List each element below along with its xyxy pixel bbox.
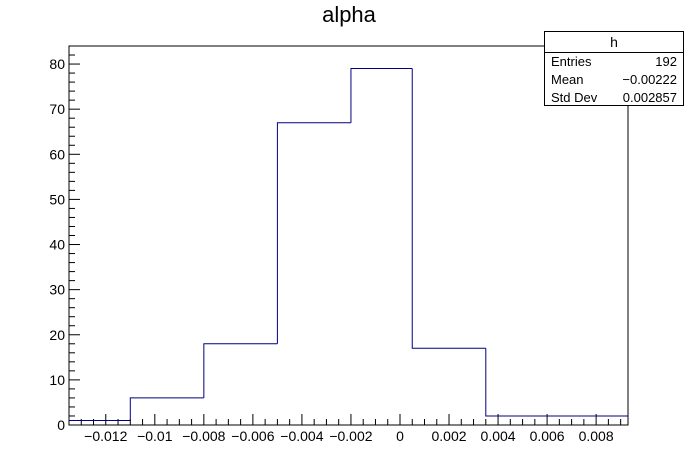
- stats-title: h: [545, 32, 683, 53]
- chart-title: alpha: [322, 2, 377, 27]
- stats-label: Std Dev: [551, 90, 598, 105]
- y-tick-label: 50: [49, 191, 65, 207]
- stats-row-entries: Entries 192: [545, 53, 683, 71]
- stats-value: 0.002857: [622, 90, 677, 105]
- x-tick-label: −0.004: [280, 428, 323, 444]
- x-tick-label: −0.01: [137, 428, 173, 444]
- histogram-bin: [203, 343, 278, 398]
- y-tick-label: 60: [49, 146, 65, 162]
- x-tick-label: 0.004: [481, 428, 516, 444]
- y-tick-label: 80: [49, 56, 65, 72]
- y-tick-label: 0: [57, 417, 65, 433]
- stats-label: Mean: [551, 72, 584, 87]
- stats-row-mean: Mean −0.00222: [545, 71, 683, 89]
- axes: 0 10 20 30 40 50 60 70 80 −0.012 −0.01 −0.008 −0.006…: [49, 45, 622, 444]
- histogram-bin: [485, 348, 628, 417]
- x-tick-label: −0.008: [182, 428, 225, 444]
- y-tick-label: 20: [49, 327, 65, 343]
- stats-row-stddev: Std Dev 0.002857: [545, 89, 683, 107]
- x-tick-label: −0.012: [84, 428, 127, 444]
- y-tick-label: 10: [49, 372, 65, 388]
- histogram-bin: [411, 68, 486, 349]
- x-tick-label: −0.006: [231, 428, 274, 444]
- histogram-bin: [276, 122, 351, 344]
- x-tick-label: 0.002: [431, 428, 466, 444]
- stats-value: −0.00222: [622, 72, 677, 87]
- y-tick-label: 70: [49, 101, 65, 117]
- stats-box: h Entries 192 Mean −0.00222 Std Dev 0.00…: [544, 31, 684, 106]
- histogram-bin: [129, 397, 204, 421]
- x-tick-label: −0.002: [329, 428, 372, 444]
- x-tick-label: 0.006: [530, 428, 565, 444]
- histogram-bin: [350, 68, 413, 123]
- x-tick-label: 0: [396, 428, 404, 444]
- stats-label: Entries: [551, 54, 592, 69]
- histogram-series: [69, 68, 628, 421]
- stats-value: 192: [655, 54, 677, 69]
- x-tick-label: 0.008: [579, 428, 614, 444]
- y-tick-label: 30: [49, 282, 65, 298]
- plot-frame: [68, 45, 629, 426]
- y-tick-label: 40: [49, 237, 65, 253]
